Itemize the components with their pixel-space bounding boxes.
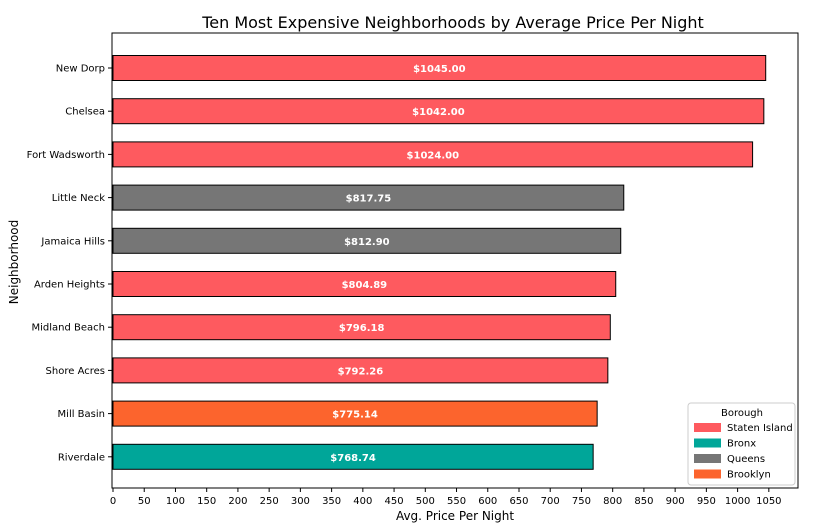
bar-value-label: $804.89 bbox=[342, 280, 388, 291]
y-tick-label: Jamaica Hills bbox=[40, 236, 105, 247]
y-tick-label: Midland Beach bbox=[31, 323, 105, 334]
bar bbox=[112, 184, 625, 211]
x-tick-label: 700 bbox=[541, 496, 560, 507]
y-tick-label: Riverdale bbox=[58, 452, 105, 463]
bar bbox=[112, 271, 617, 297]
x-tick-label: 1000 bbox=[725, 496, 750, 507]
x-tick-label: 300 bbox=[291, 496, 310, 507]
x-tick-label: 600 bbox=[478, 496, 497, 507]
x-tick-label: 850 bbox=[634, 496, 653, 507]
y-tick-label: Little Neck bbox=[52, 193, 105, 204]
legend-title: Borough bbox=[721, 408, 763, 419]
x-tick-label: 100 bbox=[166, 496, 185, 507]
legend-swatch bbox=[694, 454, 721, 463]
y-tick-label: Chelsea bbox=[65, 107, 105, 118]
y-tick-label: Shore Acres bbox=[46, 366, 105, 377]
y-axis: New Dorp Chelsea Fort Wadsworth Little Neck… bbox=[27, 64, 112, 463]
bar bbox=[112, 357, 609, 384]
bar-value-label: $812.90 bbox=[344, 237, 390, 248]
legend-entry: Staten Island bbox=[727, 423, 793, 434]
y-tick-label: Arden Heights bbox=[34, 280, 105, 291]
x-tick-label: 0 bbox=[110, 496, 116, 507]
bar-value-label: $792.26 bbox=[338, 366, 384, 377]
x-tick-label: 800 bbox=[603, 496, 622, 507]
y-tick-label: Mill Basin bbox=[58, 409, 105, 420]
y-axis-label: Neighborhood bbox=[7, 220, 21, 305]
legend-entry: Brooklyn bbox=[727, 470, 771, 481]
x-tick-label: 750 bbox=[572, 496, 591, 507]
x-tick-label: 950 bbox=[697, 496, 716, 507]
bar-value-label: $1042.00 bbox=[412, 107, 465, 118]
x-tick-label: 900 bbox=[666, 496, 685, 507]
bar-value-label: $775.14 bbox=[332, 410, 378, 421]
x-tick-label: 50 bbox=[138, 496, 151, 507]
y-tick-label: Fort Wadsworth bbox=[27, 150, 105, 161]
y-tick-label: New Dorp bbox=[56, 64, 105, 75]
bar bbox=[112, 227, 622, 254]
bar bbox=[112, 443, 594, 470]
legend-swatch bbox=[694, 423, 721, 432]
chart-title: Ten Most Expensive Neighborhoods by Aver… bbox=[201, 13, 704, 32]
bar-value-label: $1024.00 bbox=[407, 150, 460, 161]
bar bbox=[112, 98, 765, 125]
bar-value-label: $796.18 bbox=[339, 323, 385, 334]
x-tick-label: 250 bbox=[260, 496, 279, 507]
x-tick-label: 200 bbox=[228, 496, 247, 507]
bars-layer: $1045.00 $1042.00 $1024.00 $817.75 $812.90 $8… bbox=[112, 55, 767, 470]
legend: Borough Staten Island Bronx Queens Brooklyn bbox=[687, 402, 796, 486]
x-tick-label: 150 bbox=[197, 496, 216, 507]
x-tick-label: 1050 bbox=[756, 496, 781, 507]
x-tick-label: 400 bbox=[353, 496, 372, 507]
legend-entry: Queens bbox=[727, 454, 765, 465]
bar bbox=[112, 141, 754, 168]
x-axis: 0 50 100 150 200 250 300 350 400 450 500 550 600 650 7… bbox=[110, 488, 782, 507]
x-axis-label: Avg. Price Per Night bbox=[396, 509, 514, 523]
x-tick-label: 450 bbox=[385, 496, 404, 507]
bar bbox=[112, 314, 611, 341]
legend-items: Staten Island Bronx Queens Brooklyn bbox=[694, 423, 793, 481]
bar-value-label: $768.74 bbox=[330, 453, 376, 464]
bar-value-label: $1045.00 bbox=[413, 64, 466, 75]
legend-entry: Bronx bbox=[727, 439, 756, 450]
legend-swatch bbox=[694, 438, 721, 448]
plot-area bbox=[111, 32, 799, 489]
x-tick-label: 350 bbox=[322, 496, 341, 507]
x-tick-label: 550 bbox=[447, 496, 466, 507]
bar bbox=[112, 400, 598, 427]
x-tick-label: 650 bbox=[509, 496, 528, 507]
bar bbox=[112, 55, 767, 81]
bar-value-label: $817.75 bbox=[346, 194, 392, 205]
x-tick-label: 500 bbox=[416, 496, 435, 507]
legend-swatch bbox=[694, 469, 721, 479]
